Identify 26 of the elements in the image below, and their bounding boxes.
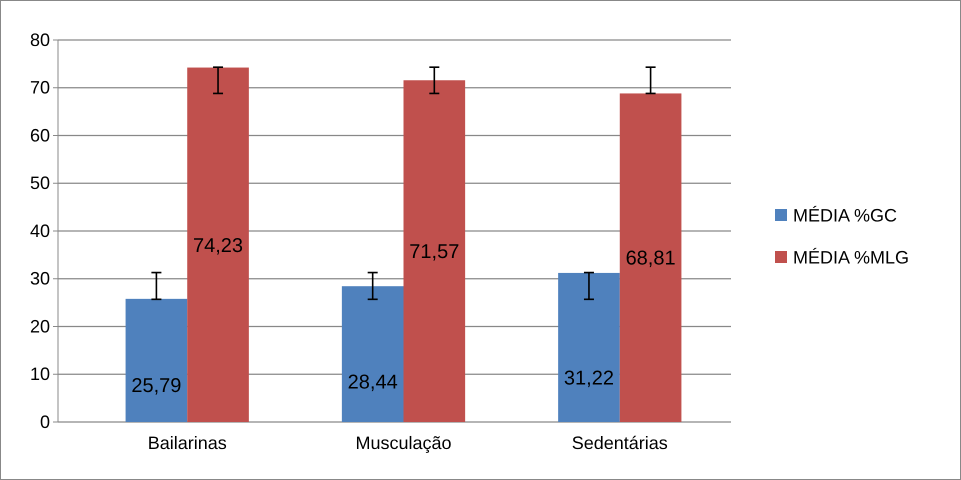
data-label: 74,23 [193,234,244,257]
y-tick-label: 80 [30,30,50,50]
x-tick-label: Sedentárias [572,432,668,453]
x-tick-label: Bailarinas [148,432,227,453]
y-tick-label: 60 [30,125,50,146]
data-label: 25,79 [131,375,182,398]
bar [187,68,249,422]
legend-label: MÉDIA %MLG [793,247,910,268]
legend-label: MÉDIA %GC [793,205,898,226]
y-tick-label: 0 [40,412,50,432]
y-tick-label: 30 [30,268,50,289]
data-label: 28,44 [348,371,398,394]
y-tick-label: 70 [30,78,50,98]
y-tick-label: 40 [30,220,50,241]
bar [620,93,682,422]
bar [126,298,188,422]
x-tick-label: Musculação [355,432,452,453]
data-label: 31,22 [564,367,614,390]
bar [342,286,404,422]
bar [558,272,620,422]
y-tick-label: 20 [30,316,50,336]
data-label: 71,57 [409,241,460,264]
y-tick-label: 50 [30,173,50,194]
data-label: 68,81 [626,248,676,270]
bar [404,80,466,422]
y-tick-label: 10 [30,364,50,384]
